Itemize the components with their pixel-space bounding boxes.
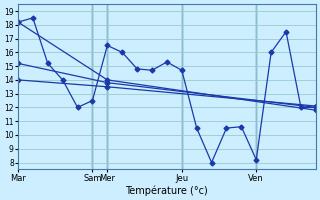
X-axis label: Température (°c): Température (°c) — [125, 185, 208, 196]
